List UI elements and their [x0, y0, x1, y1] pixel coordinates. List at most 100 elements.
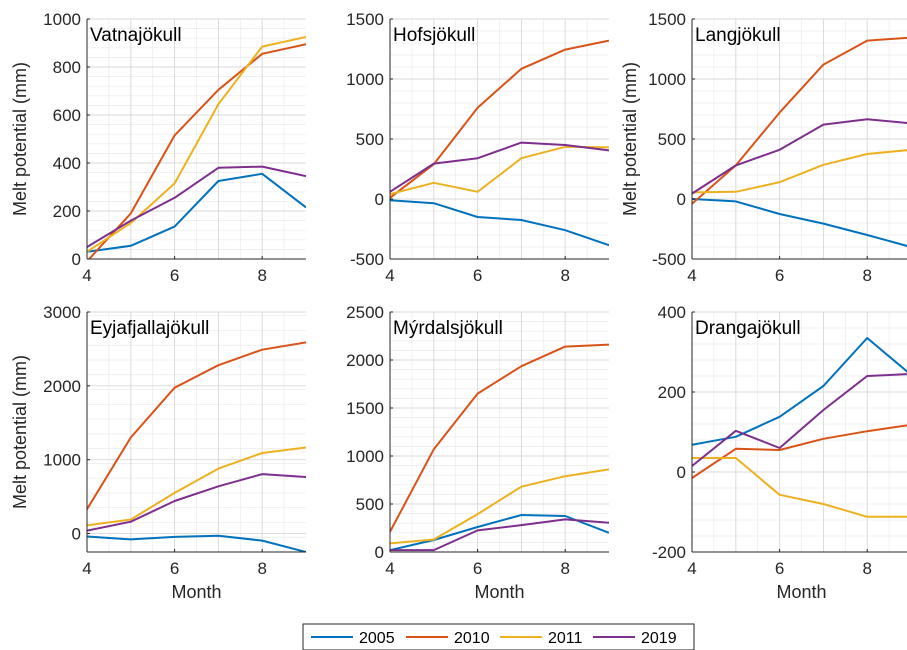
- x-tick-label: 8: [257, 266, 266, 285]
- series-line-2011: [87, 36, 306, 253]
- series-line-2010: [692, 424, 907, 479]
- y-axis-label: Melt potential (mm): [10, 355, 30, 509]
- series-line-2011: [692, 457, 907, 518]
- y-tick-label: 800: [53, 58, 81, 77]
- x-axis-label: Month: [776, 582, 826, 602]
- series-line-2019: [390, 518, 609, 552]
- y-tick-label: 400: [658, 303, 686, 322]
- y-tick-label: -500: [350, 250, 384, 269]
- panel-title: Eyjafjallajökull: [90, 318, 209, 339]
- series-group: [692, 337, 907, 518]
- y-tick-label: 200: [658, 383, 686, 402]
- y-tick-label: 2000: [346, 351, 384, 370]
- x-tick-label: 4: [82, 559, 91, 578]
- y-tick-label: 1000: [43, 10, 81, 29]
- series-line-2019: [87, 165, 306, 248]
- legend-label: 2011: [548, 630, 583, 647]
- series-group: [692, 36, 907, 247]
- y-tick-label: 1500: [346, 399, 384, 418]
- series-group: [87, 36, 306, 259]
- legend-item-2010: 2010: [406, 630, 490, 647]
- x-tick-label: 6: [775, 266, 784, 285]
- y-tick-label: 500: [356, 130, 384, 149]
- legend-label: 2005: [359, 630, 395, 647]
- x-tick-label: 4: [385, 266, 394, 285]
- series-line-2005: [692, 337, 907, 446]
- y-axis-label: Melt potential (mm): [620, 62, 640, 216]
- panel-hofsjokull: 4 6 8 -500 0 500 1000 1500 Hofsjökull: [346, 10, 609, 285]
- y-tick-label: 1000: [346, 70, 384, 89]
- y-tick-label: 0: [375, 190, 384, 209]
- series-line-2005: [390, 514, 609, 552]
- series-line-2019: [87, 473, 306, 532]
- y-tick-label: 1500: [648, 10, 686, 29]
- x-tick-label: 6: [775, 559, 784, 578]
- series-line-2019: [692, 373, 907, 467]
- legend-label: 2019: [641, 630, 677, 647]
- series-group: [390, 343, 609, 552]
- y-tick-label: 0: [72, 525, 81, 544]
- x-axis-label: Month: [474, 582, 524, 602]
- y-tick-label: 2500: [346, 303, 384, 322]
- panel-title: Mýrdalsjökull: [393, 318, 503, 339]
- series-line-2005: [87, 172, 306, 253]
- x-tick-label: 6: [170, 266, 179, 285]
- series-line-2010: [390, 343, 609, 533]
- y-tick-label: 400: [53, 154, 81, 173]
- legend-label: 2010: [454, 630, 490, 647]
- panel-title: Vatnajökull: [90, 25, 182, 46]
- y-tick-label: 0: [375, 543, 384, 562]
- y-tick-label: -500: [652, 250, 686, 269]
- series-line-2010: [692, 36, 907, 205]
- x-tick-label: 4: [687, 559, 696, 578]
- series-line-2010: [87, 43, 306, 259]
- series-line-2011: [390, 468, 609, 545]
- legend-item-2005: 2005: [311, 630, 395, 647]
- x-tick-label: 4: [385, 559, 394, 578]
- series-line-2019: [390, 141, 609, 193]
- x-tick-label: 6: [473, 559, 482, 578]
- series-group: [390, 39, 609, 247]
- y-tick-label: 500: [658, 130, 686, 149]
- series-line-2010: [390, 39, 609, 199]
- x-tick-label: 6: [473, 266, 482, 285]
- y-tick-label: 0: [72, 250, 81, 269]
- series-line-2011: [87, 446, 306, 527]
- y-tick-label: 1000: [346, 447, 384, 466]
- x-tick-label: 4: [82, 266, 91, 285]
- series-line-2010: [87, 341, 306, 510]
- y-tick-label: 0: [677, 190, 686, 209]
- y-tick-label: 1500: [346, 10, 384, 29]
- y-tick-label: 2000: [43, 377, 81, 396]
- panel-title: Hofsjökull: [393, 25, 475, 46]
- legend: 2005 2010 2011 2019: [302, 623, 695, 650]
- y-tick-label: 1000: [648, 70, 686, 89]
- series-line-2019: [692, 118, 907, 195]
- series-line-2005: [390, 199, 609, 247]
- panel-drangajokull: 4 6 8 -200 0 200 400 Drangajökull Month: [652, 303, 907, 602]
- y-tick-label: 3000: [43, 303, 81, 322]
- x-tick-label: 4: [687, 266, 696, 285]
- panel-title: Langjökull: [695, 25, 781, 46]
- x-tick-label: 8: [560, 266, 569, 285]
- series-line-2005: [87, 534, 306, 552]
- x-tick-label: 8: [862, 266, 871, 285]
- x-axis-label: Month: [171, 582, 221, 602]
- x-tick-label: 8: [560, 559, 569, 578]
- panel-eyjafjallajokull: 4 6 8 0 1000 2000 3000 Eyjafjallajökull Month Mel…: [10, 303, 306, 602]
- x-tick-label: 8: [862, 559, 871, 578]
- legend-item-2019: 2019: [593, 630, 677, 647]
- x-tick-label: 8: [257, 559, 266, 578]
- series-line-2005: [692, 198, 907, 247]
- y-axis-label: Melt potential (mm): [10, 62, 30, 216]
- panel-myrdalsjokull: 4 6 8 0 500 1000 1500 2000 2500 Mýrdalsjökull Mont…: [346, 303, 609, 602]
- series-line-2011: [692, 149, 907, 194]
- y-tick-label: 1000: [43, 451, 81, 470]
- x-tick-label: 6: [170, 559, 179, 578]
- y-tick-label: -200: [652, 543, 686, 562]
- y-tick-label: 0: [677, 463, 686, 482]
- legend-item-2011: 2011: [500, 630, 583, 647]
- series-group: [87, 341, 306, 552]
